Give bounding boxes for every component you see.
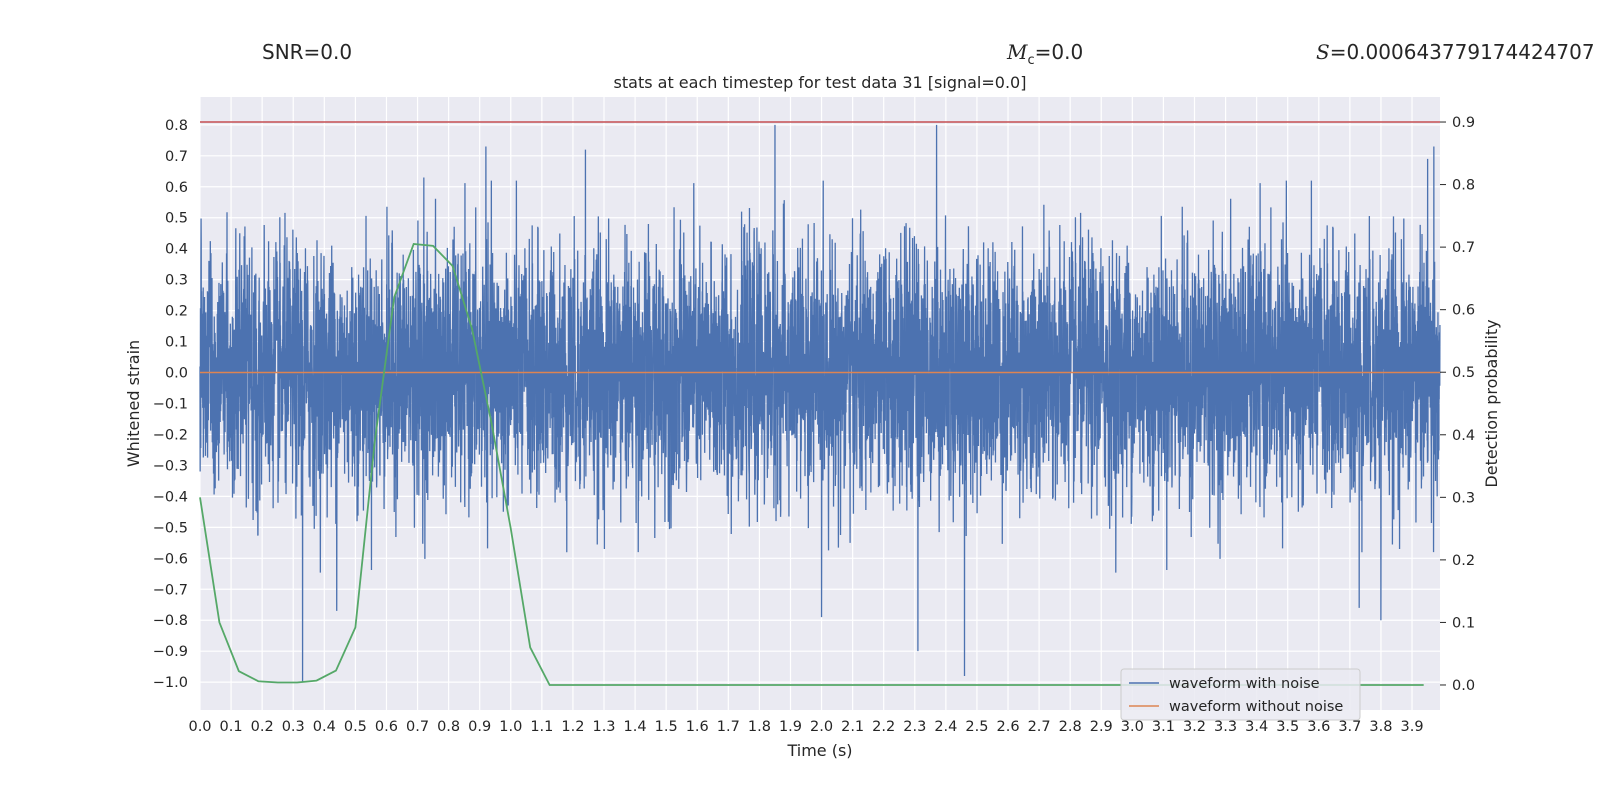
x-tick-label: 0.5 — [344, 719, 367, 735]
noise-waveform-series — [199, 124, 1441, 683]
series-line-waveform-with-noise — [199, 124, 1441, 683]
series-lines — [199, 121, 1440, 686]
x-tick-label: 1.2 — [561, 719, 584, 735]
y-tick-label: −0.9 — [153, 644, 188, 660]
y-right-tick-label: 0.3 — [1452, 490, 1475, 506]
x-tick-label: 2.7 — [1028, 719, 1051, 735]
y-tick-label: 0.8 — [165, 118, 188, 134]
x-tick-label: 1.5 — [655, 719, 678, 735]
y-tick-label: 0.4 — [165, 242, 188, 258]
y-tick-label: 0.1 — [165, 335, 188, 351]
y-tick-label: −0.1 — [153, 397, 188, 413]
series-line-detection-probability — [199, 243, 1424, 686]
y-tick-label: 0.2 — [165, 304, 188, 320]
y-tick-label: −0.5 — [153, 520, 188, 536]
x-tick-label: 0.9 — [468, 719, 491, 735]
mc-value: =0.0 — [1034, 40, 1084, 64]
y-right-tick-label: 0.9 — [1452, 115, 1475, 131]
x-tick-label: 0.6 — [375, 719, 398, 735]
x-tick-label: 1.0 — [499, 719, 522, 735]
legend-entry-clean: waveform without noise — [1169, 699, 1343, 715]
x-axis-label: Time (s) — [786, 741, 852, 760]
x-tick-label: 3.2 — [1183, 719, 1206, 735]
y-tick-label: 0.5 — [165, 211, 188, 227]
axes: 0.0 0.1 0.2 0.3 0.4 0.5 0.6 0.7 0.8 0.9 1.0 1.1 1.2 1… — [153, 115, 1475, 735]
y-right-tick-label: 0.7 — [1452, 240, 1475, 256]
mc-subscript: c — [1027, 53, 1035, 68]
s-value: =0.000643779174424707 — [1329, 40, 1595, 64]
y-tick-label: 0.3 — [165, 273, 188, 289]
x-tick-label: 2.5 — [965, 719, 988, 735]
x-tick-label: 2.4 — [934, 719, 957, 735]
x-tick-label: 2.2 — [872, 719, 895, 735]
x-tick-label: 3.9 — [1400, 719, 1423, 735]
y-tick-label: −0.2 — [153, 427, 188, 443]
y-tick-label: −0.4 — [153, 489, 188, 505]
y-tick-label: −1.0 — [153, 675, 188, 691]
y-tick-label: −0.8 — [153, 613, 188, 629]
x-tick-label: 0.1 — [220, 719, 243, 735]
x-tick-label: 0.0 — [188, 719, 211, 735]
y-right-tick-label: 0.6 — [1452, 303, 1475, 319]
x-tick-label: 0.8 — [437, 719, 460, 735]
x-tick-label: 3.3 — [1214, 719, 1237, 735]
x-tick-label: 0.4 — [313, 719, 336, 735]
x-tick-label: 2.9 — [1090, 719, 1113, 735]
y-right-tick-label: 0.1 — [1452, 615, 1475, 631]
y-right-tick-label: 0.8 — [1452, 178, 1475, 194]
x-tick-label: 2.6 — [996, 719, 1019, 735]
x-tick-label: 3.5 — [1276, 719, 1299, 735]
snr-label: SNR=0.0 — [262, 40, 353, 64]
x-tick-label: 3.6 — [1307, 719, 1330, 735]
x-tick-label: 3.8 — [1369, 719, 1392, 735]
y-tick-label: 0.0 — [165, 366, 188, 382]
legend: waveform with noise waveform without noi… — [1120, 668, 1361, 721]
x-tick-label: 3.1 — [1152, 719, 1175, 735]
mc-symbol: M — [1007, 40, 1028, 64]
x-tick-label: 1.9 — [779, 719, 802, 735]
y-tick-label: −0.3 — [153, 458, 188, 474]
x-tick-label: 3.0 — [1121, 719, 1144, 735]
x-tick-label: 1.4 — [624, 719, 647, 735]
x-tick-label: 1.6 — [686, 719, 709, 735]
chirp-mass-label: Mc=0.0 — [1007, 40, 1083, 68]
x-tick-label: 1.7 — [717, 719, 740, 735]
x-tick-label: 2.8 — [1059, 719, 1082, 735]
y-tick-label: −0.7 — [153, 582, 188, 598]
x-tick-label: 3.4 — [1245, 719, 1268, 735]
x-tick-label: 0.2 — [251, 719, 274, 735]
y-right-tick-label: 0.4 — [1452, 428, 1475, 444]
y-tick-label: 0.6 — [165, 180, 188, 196]
x-tick-label: 2.0 — [810, 719, 833, 735]
y-right-tick-label: 0.5 — [1452, 365, 1475, 381]
s-symbol: S — [1316, 40, 1330, 64]
legend-entry-noise: waveform with noise — [1169, 676, 1320, 692]
x-tick-label: 0.7 — [406, 719, 429, 735]
x-tick-label: 2.3 — [903, 719, 926, 735]
x-tick-label: 1.3 — [592, 719, 615, 735]
x-tick-label: 2.1 — [841, 719, 864, 735]
x-tick-label: 1.1 — [530, 719, 553, 735]
y-right-tick-label: 0.2 — [1452, 553, 1475, 569]
score-label: S=0.000643779174424707 — [1316, 40, 1595, 64]
y-right-tick-label: 0.0 — [1452, 678, 1475, 694]
y-axis-right-label: Detection probability — [1482, 319, 1501, 487]
y-tick-label: 0.7 — [165, 149, 188, 165]
x-tick-label: 3.7 — [1338, 719, 1361, 735]
y-tick-label: −0.6 — [153, 551, 188, 567]
y-axis-label: Whitened strain — [124, 340, 143, 467]
chart-title: stats at each timestep for test data 31 … — [614, 73, 1027, 92]
x-tick-label: 1.8 — [748, 719, 771, 735]
legend-box — [1120, 668, 1361, 721]
x-tick-label: 0.3 — [282, 719, 305, 735]
